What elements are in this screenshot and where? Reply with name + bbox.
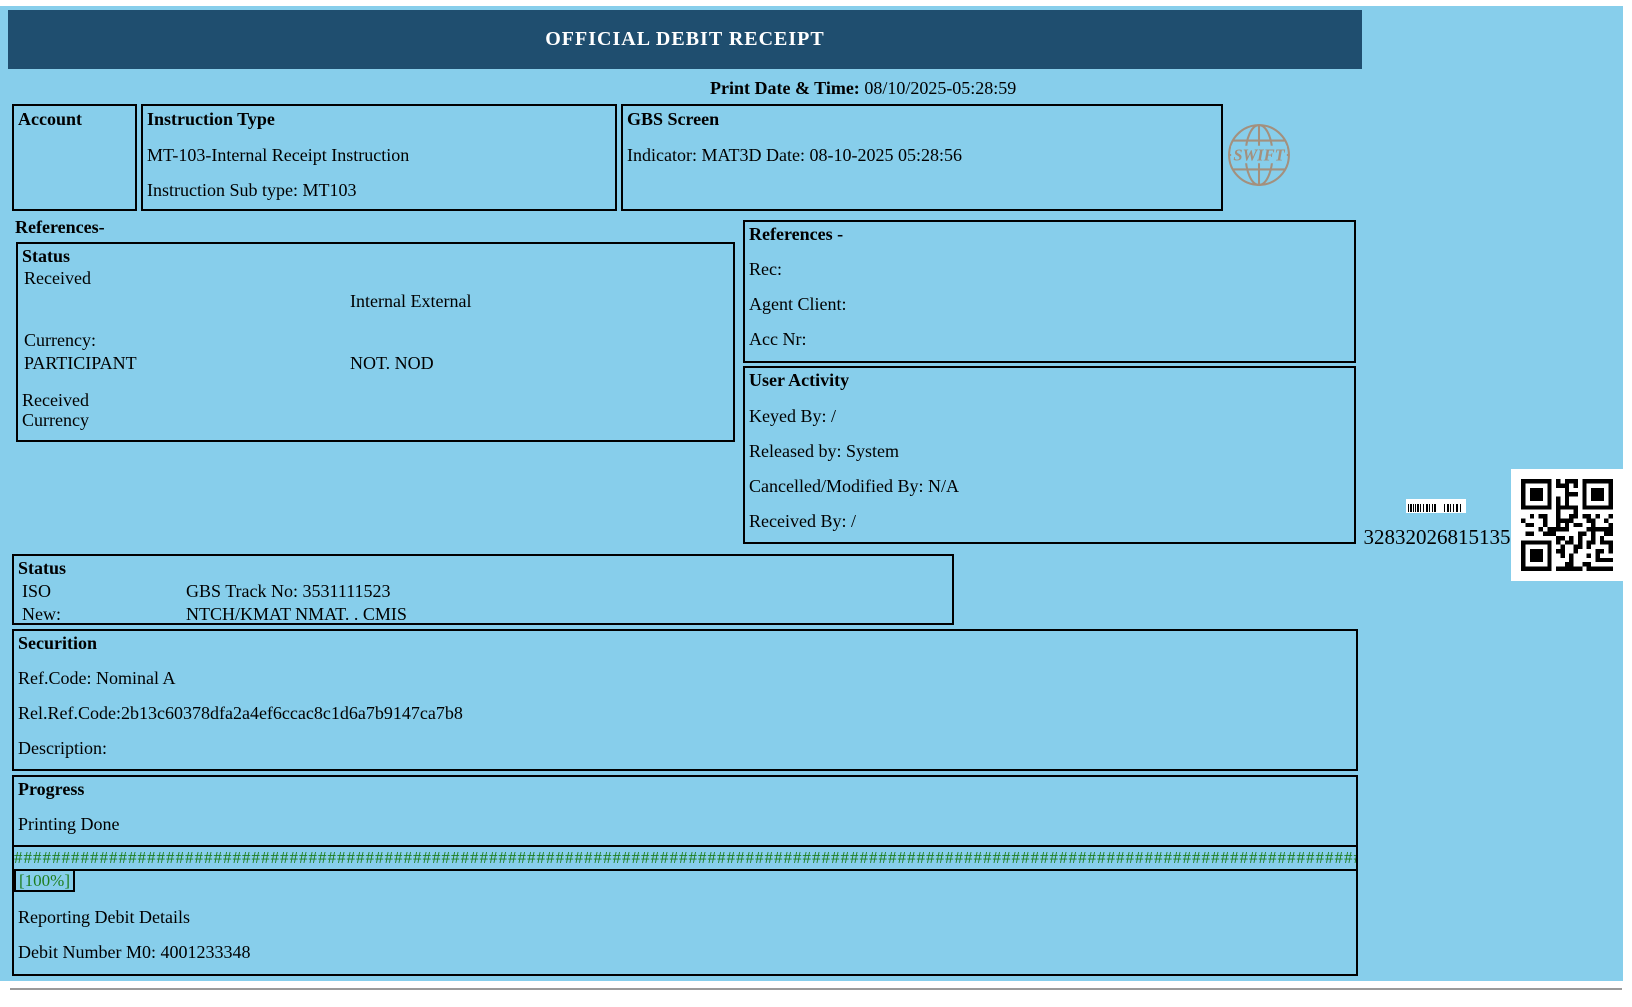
progress-box: Progress Printing Done Reporting Debit D… bbox=[12, 775, 1358, 976]
user-activity-cancelled: Cancelled/Modified By: N/A bbox=[749, 476, 959, 496]
gbs-indicator-line: Indicator: MAT3D Date: 08-10-2025 05:28:… bbox=[627, 145, 962, 165]
securition-rel-ref-code: Rel.Ref.Code:2b13c60378dfa2a4ef6ccac8c1d… bbox=[18, 703, 463, 723]
swift-logo-icon: SWIFT bbox=[1228, 124, 1290, 186]
progress-title: Progress bbox=[18, 779, 85, 799]
status-left-title: Status bbox=[22, 246, 71, 266]
qr-pattern-icon bbox=[1521, 479, 1613, 571]
progress-percent-badge: [100%] bbox=[14, 869, 75, 892]
print-date-line: Print Date & Time: 08/10/2025-05:28:59 bbox=[710, 78, 1016, 98]
references-left-label: References- bbox=[15, 217, 105, 237]
instruction-type-title: Instruction Type bbox=[147, 109, 275, 129]
status-left-received2: Received bbox=[22, 390, 89, 410]
status-bottom-row-label: ISO bbox=[22, 581, 52, 601]
status-left-box: Status Received Internal External Curren… bbox=[16, 242, 735, 442]
account-title: Account bbox=[18, 109, 82, 129]
securition-description: Description: bbox=[18, 738, 107, 758]
svg-text:SWIFT: SWIFT bbox=[1233, 146, 1285, 165]
status-bottom-box: Status ISO GBS Track No: 3531111523 New:… bbox=[12, 554, 954, 625]
status-bottom-row-value: GBS Track No: 3531111523 bbox=[186, 581, 391, 601]
instruction-subtype-line: Instruction Sub type: MT103 bbox=[147, 180, 357, 200]
status-left-currency-label: Currency: bbox=[24, 330, 96, 350]
user-activity-title: User Activity bbox=[749, 370, 850, 390]
barcode bbox=[1406, 499, 1466, 513]
status-left-not-nod: NOT. NOD bbox=[350, 353, 434, 373]
progress-status: Printing Done bbox=[18, 814, 120, 834]
status-left-internal-external: Internal External bbox=[350, 291, 472, 311]
status-left-participant: PARTICIPANT bbox=[24, 353, 137, 373]
user-activity-released-by: Released by: System bbox=[749, 441, 899, 461]
receipt-panel: OFFICIAL DEBIT RECEIPT Print Date & Time… bbox=[0, 6, 1623, 981]
qr-code bbox=[1511, 469, 1623, 581]
barcode-bars-icon bbox=[1408, 504, 1461, 512]
instruction-type-line: MT-103-Internal Receipt Instruction bbox=[147, 145, 410, 165]
progress-report-line: Reporting Debit Details bbox=[18, 907, 190, 927]
references-right-title: References - bbox=[749, 224, 844, 244]
bottom-divider bbox=[10, 988, 1622, 990]
progress-bar-hashes: ########################################… bbox=[12, 845, 1358, 871]
instruction-type-box: Instruction Type MT-103-Internal Receipt… bbox=[141, 104, 617, 211]
receipt-title-bar: OFFICIAL DEBIT RECEIPT bbox=[8, 10, 1362, 69]
status-left-currency2: Currency bbox=[22, 410, 89, 430]
user-activity-box: User Activity Keyed By: / Released by: S… bbox=[743, 366, 1356, 544]
account-box: Account bbox=[12, 104, 137, 211]
gbs-screen-title: GBS Screen bbox=[627, 109, 720, 129]
securition-ref-code: Ref.Code: Nominal A bbox=[18, 668, 176, 688]
status-left-received: Received bbox=[24, 268, 91, 288]
gbs-screen-box: GBS Screen Indicator: MAT3D Date: 08-10-… bbox=[621, 104, 1223, 211]
status-bottom-title: Status bbox=[18, 558, 67, 578]
print-date-value: 08/10/2025-05:28:59 bbox=[859, 78, 1017, 98]
references-rec: Rec: bbox=[749, 259, 782, 279]
securition-box: Securition Ref.Code: Nominal A Rel.Ref.C… bbox=[12, 629, 1358, 771]
references-acc-nr: Acc Nr: bbox=[749, 329, 807, 349]
references-right-box: References - Rec: Agent Client: Acc Nr: bbox=[743, 220, 1356, 363]
references-agent-client: Agent Client: bbox=[749, 294, 847, 314]
barcode-number: 32832026815135 bbox=[1363, 525, 1511, 549]
securition-title: Securition bbox=[18, 633, 97, 653]
progress-debit-number: Debit Number M0: 4001233348 bbox=[18, 942, 251, 962]
page-title: OFFICIAL DEBIT RECEIPT bbox=[545, 28, 825, 50]
status-bottom-row-value: NTCH/KMAT NMAT. . CMIS bbox=[186, 604, 407, 624]
user-activity-received-by: Received By: / bbox=[749, 511, 856, 531]
status-bottom-row-label: New: bbox=[22, 604, 61, 624]
print-date-label: Print Date & Time: bbox=[710, 78, 860, 98]
user-activity-keyed-by: Keyed By: / bbox=[749, 406, 836, 426]
